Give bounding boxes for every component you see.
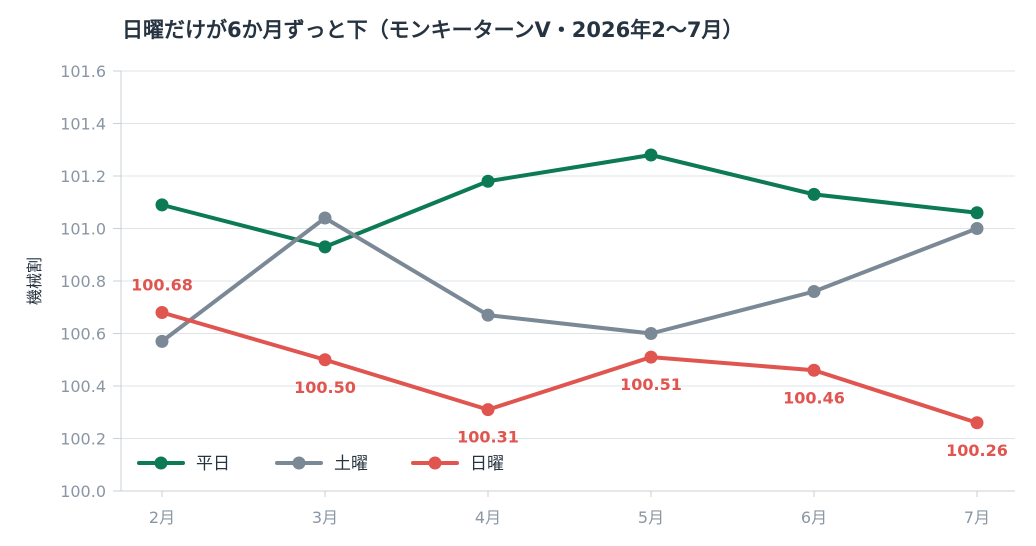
data-point	[481, 174, 495, 188]
data-labels: 100.68 100.50 100.31 100.51 100.46 100.26	[131, 276, 1008, 460]
y-axis-label: 機械割	[25, 257, 44, 305]
x-tick-label: 2月	[149, 508, 175, 527]
y-tick-label: 101.0	[60, 220, 106, 239]
data-label: 100.68	[131, 276, 193, 295]
data-point	[970, 222, 984, 235]
legend-swatch-point	[428, 456, 442, 470]
series-line-2	[160, 216, 979, 344]
data-point	[644, 350, 658, 364]
y-tick-label: 101.6	[60, 62, 106, 81]
legend: 平日 土曜 日曜	[137, 454, 504, 474]
data-point	[481, 403, 495, 417]
legend-label: 日曜	[470, 454, 504, 474]
y-tick-label: 100.4	[60, 377, 106, 396]
data-point	[155, 334, 169, 348]
y-tick-label: 101.2	[60, 167, 106, 186]
series-lines	[155, 148, 984, 430]
x-tick-label: 4月	[475, 508, 501, 527]
data-point	[644, 148, 658, 162]
x-tick-label: 7月	[964, 508, 990, 527]
data-point	[318, 353, 332, 367]
series-line-1	[160, 153, 979, 249]
y-tick-label: 100.6	[60, 325, 106, 344]
series-line-3	[160, 310, 979, 425]
data-point	[318, 240, 332, 254]
data-point	[970, 206, 984, 220]
x-tick-label: 3月	[312, 508, 338, 527]
legend-item: 日曜	[411, 454, 504, 474]
data-point	[807, 363, 821, 377]
data-label: 100.46	[783, 388, 845, 407]
chart-title: 日曜だけが6か月ずっと下（モンキーターンV・2026年2〜7月）	[122, 18, 744, 42]
y-tick-label: 100.0	[60, 482, 106, 501]
data-point	[481, 308, 495, 322]
legend-label: 土曜	[334, 454, 368, 474]
legend-swatch-point	[292, 456, 306, 470]
x-tick-label: 5月	[638, 508, 664, 527]
legend-item: 平日	[137, 454, 230, 474]
legend-item: 土曜	[275, 454, 368, 474]
data-point	[807, 187, 821, 201]
data-label: 100.31	[457, 428, 519, 447]
data-label: 100.50	[294, 378, 356, 397]
legend-swatch-point	[154, 456, 168, 470]
data-label: 100.26	[946, 441, 1008, 460]
data-label: 100.51	[620, 375, 682, 394]
x-tick-label: 6月	[801, 508, 827, 527]
data-point	[318, 211, 332, 225]
data-point	[644, 327, 658, 340]
y-tick-label: 101.4	[60, 115, 106, 134]
data-point	[155, 306, 169, 319]
legend-label: 平日	[196, 454, 230, 474]
axes: 100.0 100.2 100.4 100.6 100.8 101.0 101.2 101.4…	[25, 62, 1015, 527]
grid-lines	[121, 70, 1015, 492]
y-tick-label: 100.8	[60, 272, 106, 291]
data-point	[807, 285, 821, 298]
data-point	[970, 416, 984, 430]
y-tick-label: 100.2	[60, 430, 106, 449]
data-point	[155, 198, 169, 212]
